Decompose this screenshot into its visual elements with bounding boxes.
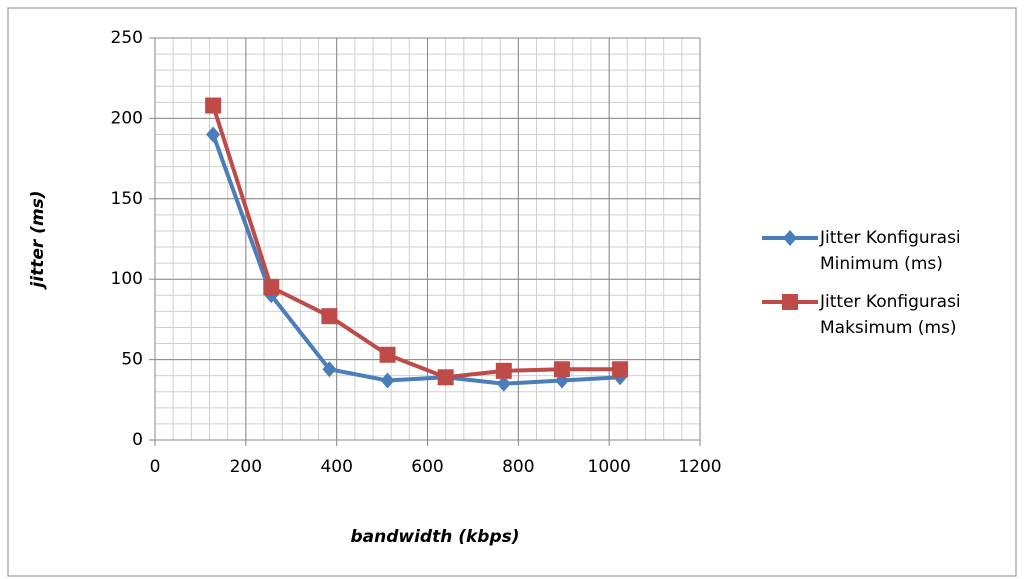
marker (206, 126, 221, 143)
x-tick-label: 800 (502, 457, 534, 477)
x-tick-label: 0 (150, 457, 161, 477)
y-tick-label: 50 (121, 350, 143, 370)
legend-label: Jitter Konfigurasi Maksimum (ms) (820, 292, 961, 338)
legend-item: Jitter Konfigurasi Minimum (ms) (760, 225, 1020, 277)
y-tick-label: 200 (111, 108, 143, 128)
series-line (211, 104, 621, 380)
legend-icon (762, 294, 818, 310)
y-axis-label: jitter (ms) (28, 190, 48, 290)
marker (612, 361, 629, 378)
x-axis-label: bandwidth (kbps) (350, 527, 519, 547)
x-tick-label: 1000 (588, 457, 631, 477)
legend-item: Jitter Konfigurasi Maksimum (ms) (760, 289, 1020, 341)
marker (205, 97, 222, 114)
x-tick-label: 600 (411, 457, 443, 477)
y-tick-label: 150 (111, 189, 143, 209)
marker (379, 346, 396, 363)
marker (782, 294, 798, 310)
chart-border (7, 7, 1017, 577)
y-tick-label: 100 (111, 269, 143, 289)
marker (495, 362, 512, 379)
legend: Jitter Konfigurasi Minimum (ms) Jitter Ko… (760, 225, 1020, 353)
x-tick-label: 1200 (678, 457, 721, 477)
series-line (211, 133, 621, 386)
marker (380, 372, 395, 389)
y-tick-label: 0 (132, 430, 143, 450)
x-tick-label: 200 (230, 457, 262, 477)
legend-label: Jitter Konfigurasi Minimum (ms) (820, 228, 961, 274)
marker (437, 369, 454, 386)
marker (322, 361, 337, 378)
legend-icon (762, 230, 818, 246)
marker (553, 361, 570, 378)
y-tick-label: 250 (111, 28, 143, 48)
x-tick-label: 400 (320, 457, 352, 477)
marker (263, 279, 280, 296)
marker (496, 375, 511, 392)
marker (321, 308, 338, 325)
marker (783, 230, 797, 246)
